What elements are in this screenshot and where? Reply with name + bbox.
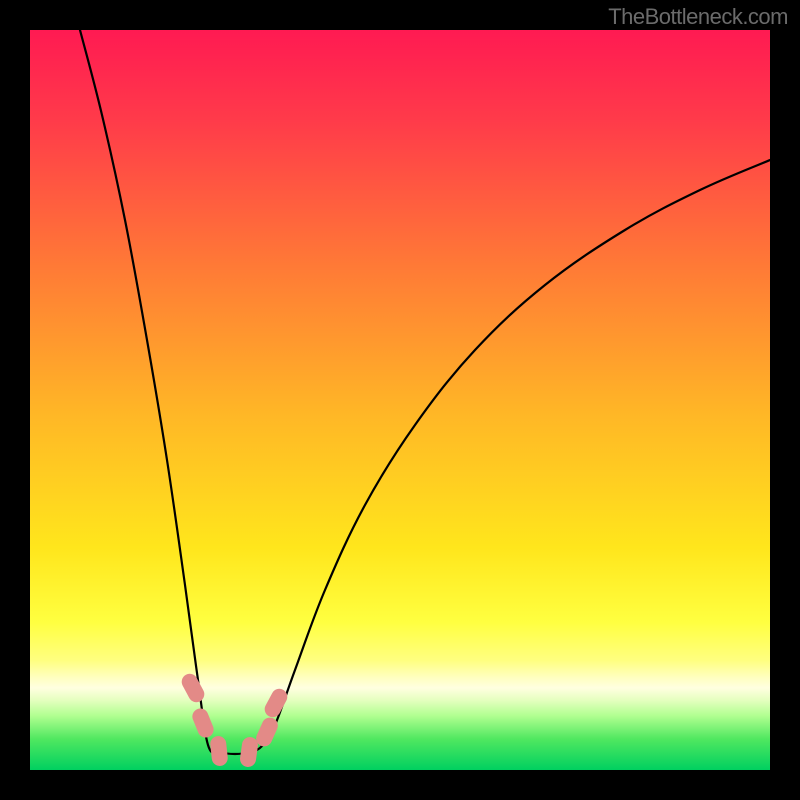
chart-container: TheBottleneck.com: [0, 0, 800, 800]
bottleneck-curve: [80, 30, 770, 754]
curve-marker: [190, 706, 216, 740]
curve-marker: [179, 671, 207, 705]
curve-marker: [262, 686, 290, 720]
chart-svg: [30, 30, 770, 770]
curve-marker: [239, 736, 259, 768]
plot-area: [30, 30, 770, 770]
gradient-background: [30, 30, 770, 770]
watermark-text: TheBottleneck.com: [608, 4, 788, 30]
curve-marker: [209, 735, 228, 767]
curve-marker: [254, 715, 281, 749]
curve-markers: [179, 671, 290, 768]
